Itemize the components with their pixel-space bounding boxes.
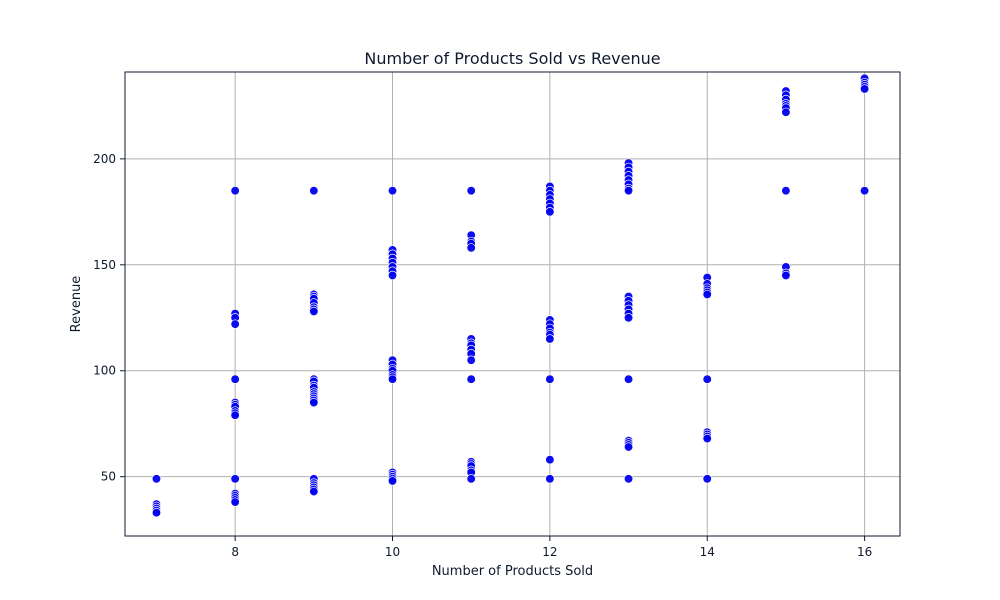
- data-point: [230, 497, 240, 507]
- data-point: [781, 270, 791, 281]
- x-tick-label: 10: [385, 545, 400, 559]
- data-point: [623, 374, 634, 384]
- data-point: [151, 508, 162, 518]
- grid-layer: [125, 72, 900, 536]
- data-point: [859, 84, 870, 94]
- ticks-layer: 8 10 12 14 16 50 100 150 200: [93, 152, 872, 559]
- data-point: [781, 185, 791, 196]
- data-point: [466, 474, 476, 484]
- data-point: [466, 243, 476, 253]
- plot-frame: [124, 71, 901, 537]
- data-point: [466, 355, 476, 365]
- data-point: [230, 374, 240, 384]
- x-tick-label: 8: [231, 545, 239, 559]
- data-point: [623, 185, 634, 196]
- data-point: [545, 207, 555, 217]
- data-point: [309, 185, 319, 196]
- y-tick-label: 100: [93, 364, 116, 378]
- data-point: [545, 334, 555, 344]
- y-tick-label: 200: [93, 152, 116, 166]
- data-point: [230, 474, 240, 484]
- data-point: [466, 374, 476, 384]
- data-point: [545, 455, 555, 465]
- data-point: [702, 374, 712, 384]
- y-tick-label: 150: [93, 258, 116, 272]
- x-tick-label: 12: [542, 545, 557, 559]
- data-point: [466, 185, 476, 196]
- data-point: [781, 107, 791, 117]
- y-tick-label: 50: [101, 470, 116, 484]
- data-point: [859, 185, 870, 196]
- data-point: [702, 289, 712, 300]
- x-axis-label: Number of Products Sold: [432, 564, 593, 579]
- data-point: [309, 486, 319, 497]
- y-axis-label: Revenue: [69, 276, 84, 333]
- data-point: [230, 319, 240, 329]
- data-point: [230, 410, 240, 420]
- data-point: [309, 397, 319, 408]
- data-point: [623, 313, 634, 323]
- data-point: [387, 270, 398, 281]
- data-point: [545, 474, 555, 484]
- data-point: [387, 185, 398, 196]
- data-point: [702, 474, 712, 484]
- points-layer: [151, 73, 870, 518]
- data-point: [387, 374, 398, 384]
- data-point: [309, 306, 319, 317]
- chart-title: Number of Products Sold vs Revenue: [364, 49, 660, 68]
- data-point: [545, 374, 555, 384]
- data-point: [387, 476, 398, 486]
- data-point: [623, 442, 634, 452]
- x-tick-label: 16: [857, 545, 872, 559]
- data-point: [702, 433, 712, 444]
- data-point: [230, 185, 240, 196]
- data-point: [151, 474, 162, 484]
- data-point: [623, 474, 634, 484]
- x-tick-label: 14: [700, 545, 715, 559]
